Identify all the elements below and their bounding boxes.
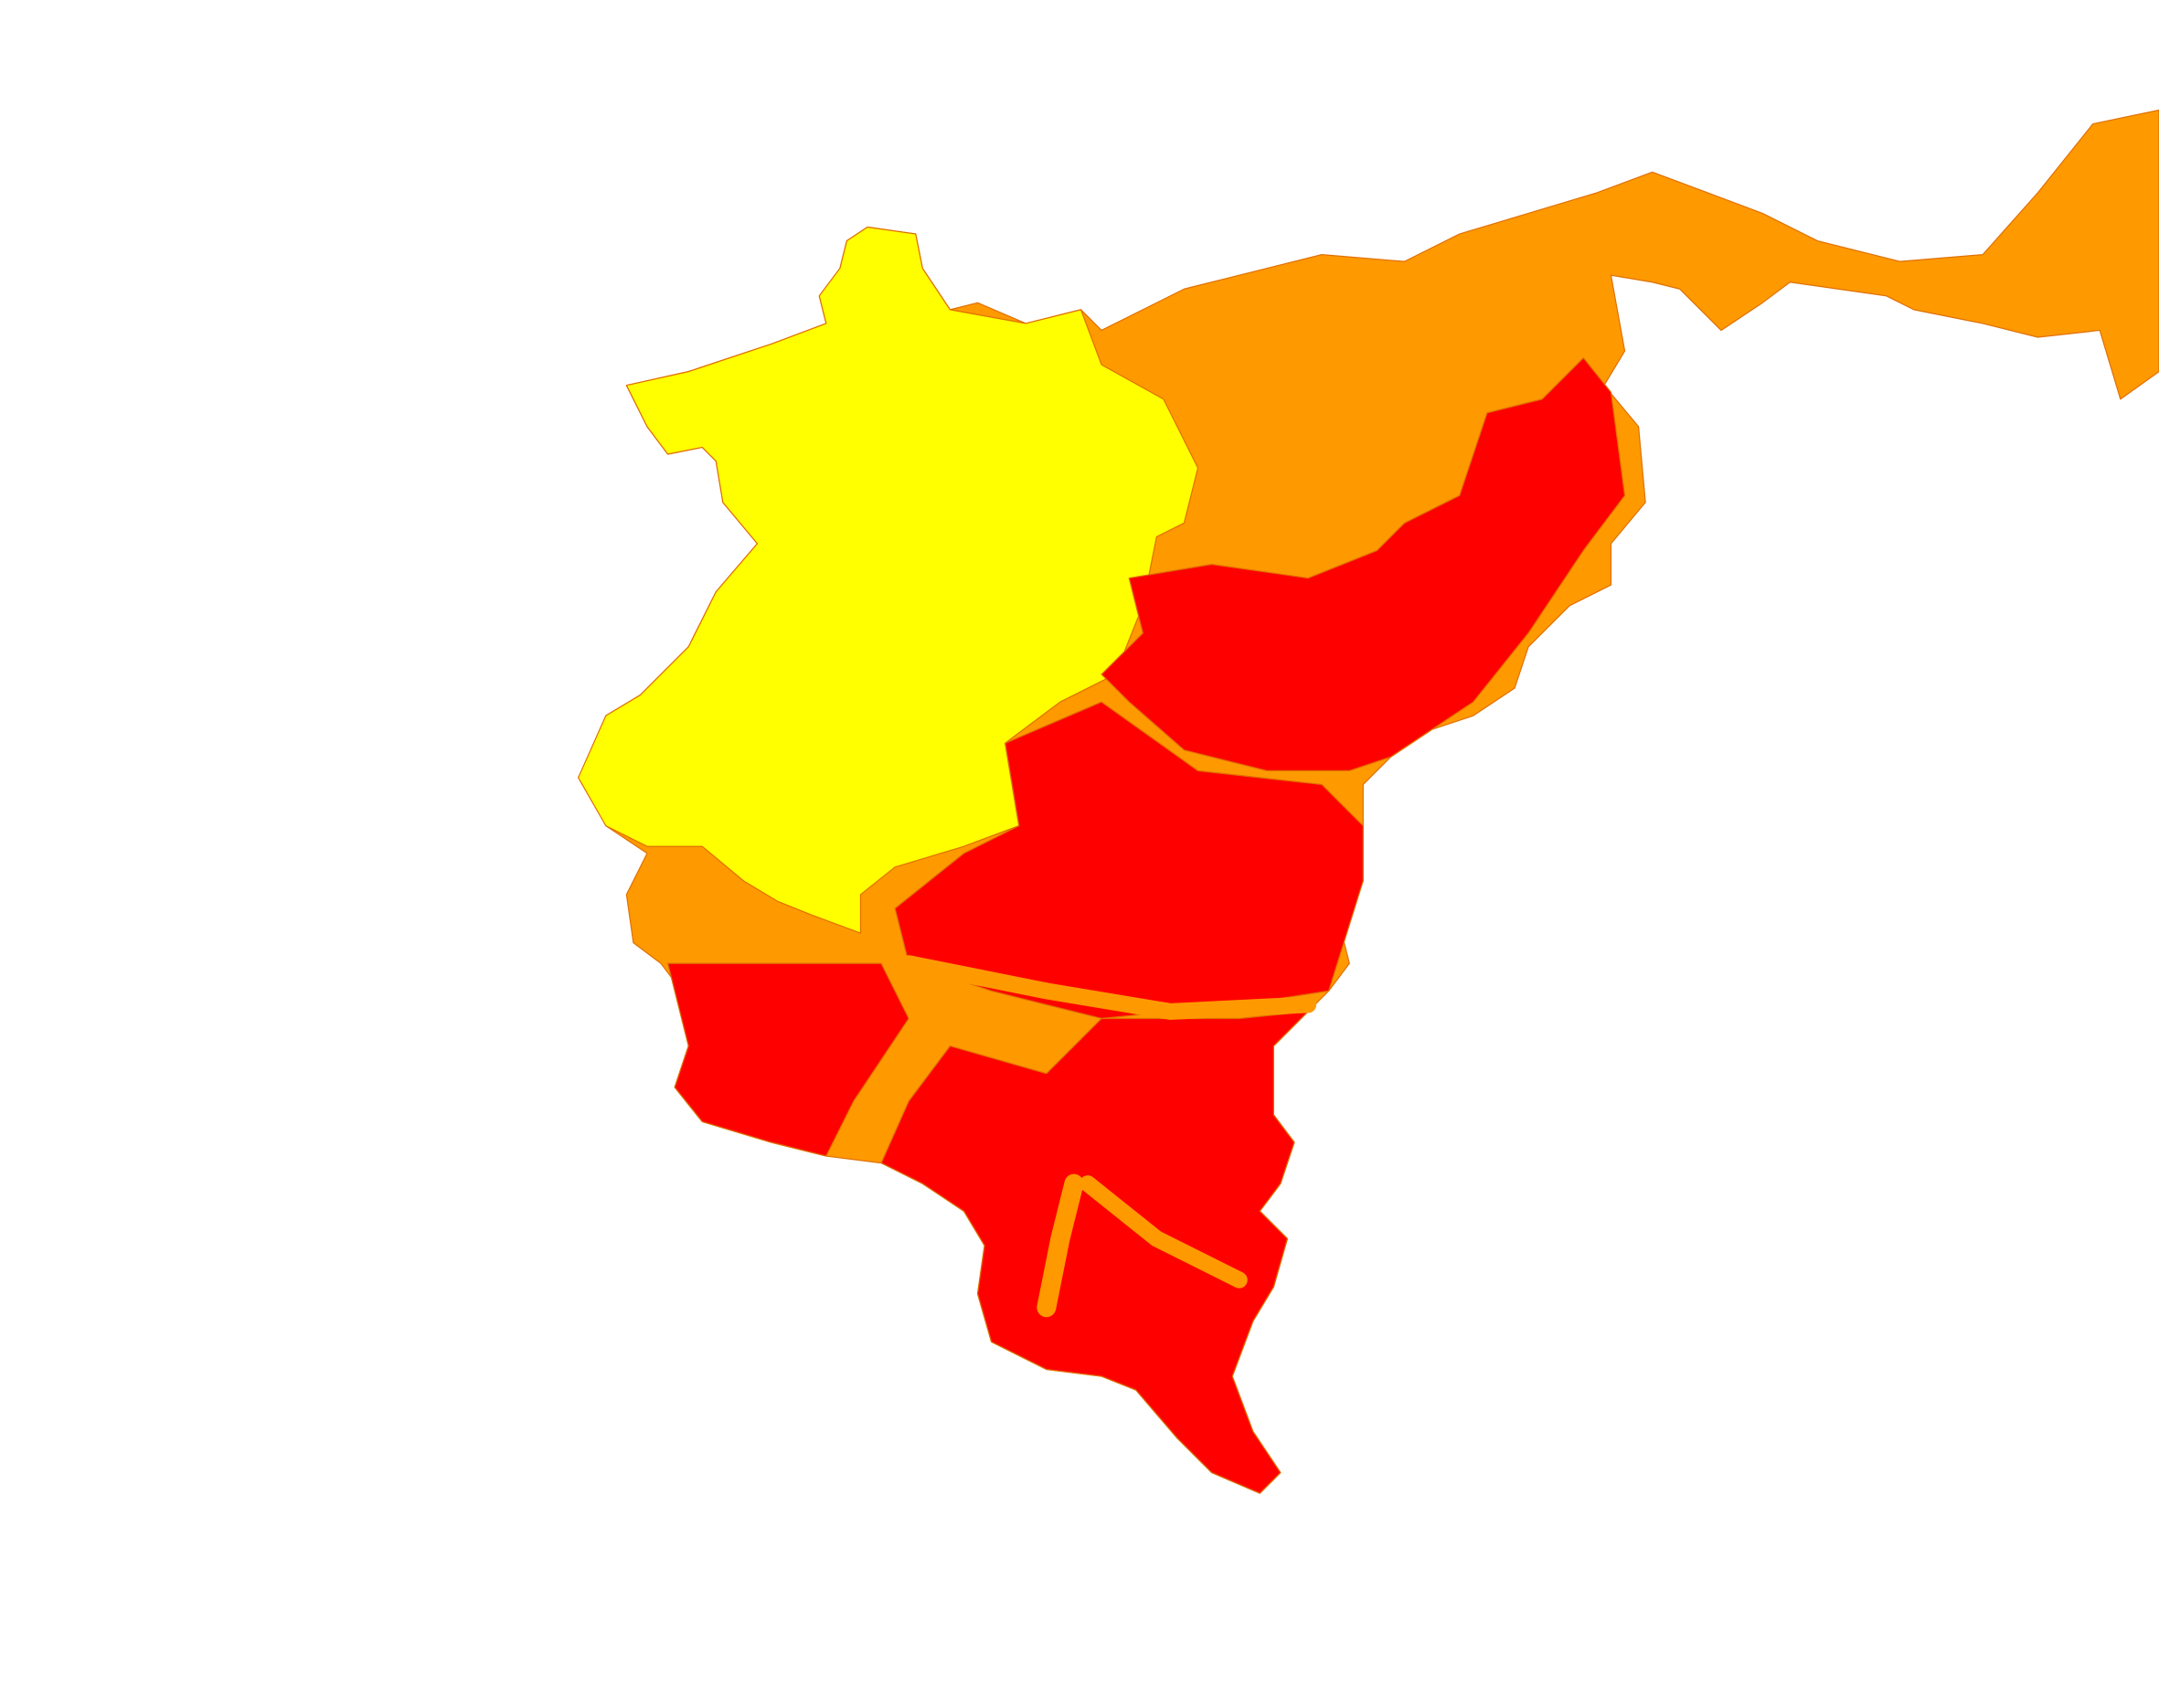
zone-high-southwest bbox=[666, 962, 909, 1157]
zone-high-east bbox=[1101, 356, 1626, 771]
medium-corridor-south-1 bbox=[1037, 1173, 1084, 1318]
medium-corridor-south-2 bbox=[1080, 1175, 1248, 1289]
zone-high-south bbox=[880, 1011, 1309, 1494]
medium-corridor-central bbox=[900, 955, 1317, 1021]
